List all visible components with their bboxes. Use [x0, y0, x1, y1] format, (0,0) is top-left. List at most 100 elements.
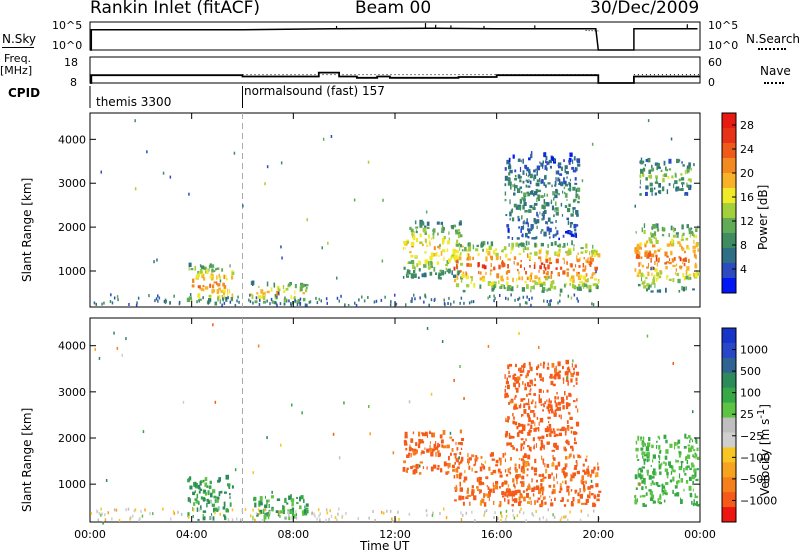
- velocity-panel-cell: [556, 473, 558, 479]
- velocity-panel-cell: [686, 460, 689, 465]
- velocity-panel-cell: [685, 466, 689, 471]
- velocity-panel-cell: [595, 475, 597, 478]
- velocity-panel-ground-cell: [357, 517, 359, 520]
- power-panel-ground-cell: [116, 295, 119, 299]
- velocity-panel-cell: [510, 445, 514, 448]
- power-panel-ground-cell: [559, 299, 561, 303]
- power-panel-cell: [421, 273, 424, 278]
- power-panel-cell: [554, 194, 558, 199]
- power-panel-cell: [541, 213, 544, 216]
- power-panel-cell: [640, 256, 643, 259]
- velocity-panel-cell: [586, 500, 588, 505]
- power-panel-cell: [419, 233, 422, 238]
- power-panel-cell: [466, 252, 468, 257]
- power-panel-noise-cell: [530, 151, 533, 155]
- power-panel-cell: [453, 274, 457, 278]
- power-panel-cell: [666, 168, 669, 172]
- velocity-panel-cell: [193, 482, 195, 485]
- power-panel-cell: [682, 261, 684, 265]
- velocity-panel-cell: [680, 460, 684, 464]
- power-panel-cell: [596, 285, 599, 290]
- velocity-panel-cell: [224, 491, 227, 494]
- power-panel-cell: [266, 290, 270, 294]
- power-panel-cell: [216, 281, 218, 285]
- velocity-panel-cell: [197, 518, 200, 521]
- power-panel-cell: [539, 177, 541, 181]
- velocity-panel-ground-cell: [295, 510, 297, 514]
- power-panel-ground-cell: [163, 299, 166, 303]
- power-panel-cell: [460, 251, 462, 256]
- velocity-panel-cell: [691, 475, 695, 480]
- velocity-panel-cell: [531, 382, 533, 386]
- velocity-panel-cell: [695, 437, 697, 442]
- velocity-panel-cell: [641, 474, 644, 480]
- power-panel-cell: [689, 233, 691, 238]
- power-panel-cell: [508, 165, 511, 170]
- power-panel-noise-cell: [134, 119, 136, 123]
- power-panel-cell: [407, 261, 410, 265]
- velocity-panel-cell: [515, 363, 517, 368]
- velocity-panel-ground-cell: [425, 509, 428, 513]
- power-panel-cell: [579, 257, 581, 262]
- velocity-panel-ground-cell: [569, 510, 571, 514]
- velocity-panel-ground-cell: [231, 508, 234, 512]
- power-panel-ground-cell: [380, 298, 383, 302]
- power-panel-cell: [592, 249, 596, 255]
- power-panel-cell: [222, 289, 226, 293]
- power-panel-cell: [687, 276, 690, 281]
- velocity-panel-cell: [209, 480, 212, 485]
- power-panel-cell: [521, 287, 525, 292]
- velocity-panel-cell: [544, 401, 547, 405]
- velocity-panel-cell: [218, 491, 221, 497]
- power-panel-cell: [523, 250, 525, 253]
- velocity-panel-cell: [690, 493, 693, 498]
- nsky-tick-top: 10^5: [52, 19, 83, 32]
- velocity-panel-cell: [499, 461, 502, 466]
- power-panel-cell: [534, 191, 538, 196]
- power-panel-cell: [577, 201, 580, 204]
- velocity-panel-cell: [522, 368, 525, 373]
- power-panel-cell: [548, 159, 553, 164]
- power-panel-cell: [579, 280, 583, 283]
- velocity-panel-cell: [688, 485, 692, 491]
- velocity-panel-ground-cell: [285, 516, 287, 520]
- power-panel-cell: [433, 266, 436, 272]
- power-panel-cell: [639, 242, 643, 246]
- velocity-panel-cell: [554, 497, 556, 501]
- power-panel-cell: [657, 249, 661, 252]
- power-panel-noise-cell: [353, 198, 356, 202]
- power-panel-cell: [652, 224, 656, 229]
- velocity-panel-cell: [454, 455, 457, 459]
- velocity-panel-cell: [514, 421, 518, 426]
- velocity-panel-ground-cell: [460, 518, 463, 522]
- power-panel-cell: [552, 191, 555, 196]
- power-panel-cell: [675, 232, 679, 235]
- velocity-panel-cell: [455, 441, 457, 446]
- velocity-panel-cell: [540, 479, 543, 482]
- power-panel-noise-cell: [199, 264, 202, 268]
- velocity-panel-cell: [556, 406, 559, 410]
- velocity-panel-cell: [414, 452, 417, 455]
- velocity-panel-cell: [228, 486, 231, 489]
- power-panel-cell: [524, 210, 528, 213]
- power-panel-ground-cell: [559, 293, 561, 297]
- power-panel-cell: [410, 254, 414, 258]
- velocity-panel-ground-cell: [317, 508, 320, 512]
- velocity-panel-noise-cell: [449, 431, 452, 435]
- power-panel-ground-cell: [306, 303, 308, 307]
- velocity-panel-cell: [516, 479, 518, 485]
- velocity-panel-cell: [292, 514, 296, 519]
- velocity-panel-ground-cell: [386, 509, 388, 513]
- power-panel-cell: [647, 286, 650, 290]
- velocity-panel-noise-cell: [121, 353, 123, 357]
- power-panel-cell: [641, 264, 645, 268]
- velocity-panel-ground-cell: [547, 508, 549, 512]
- velocity-panel-cell: [437, 450, 440, 453]
- power-panel-cell: [650, 290, 654, 293]
- velocity-panel-cell: [502, 453, 505, 458]
- power-panel-cell: [669, 258, 671, 262]
- velocity-panel-cell: [533, 486, 536, 491]
- power-panel-cell: [461, 274, 465, 279]
- power-panel-cell: [539, 211, 541, 215]
- power-panel-cell: [479, 277, 483, 281]
